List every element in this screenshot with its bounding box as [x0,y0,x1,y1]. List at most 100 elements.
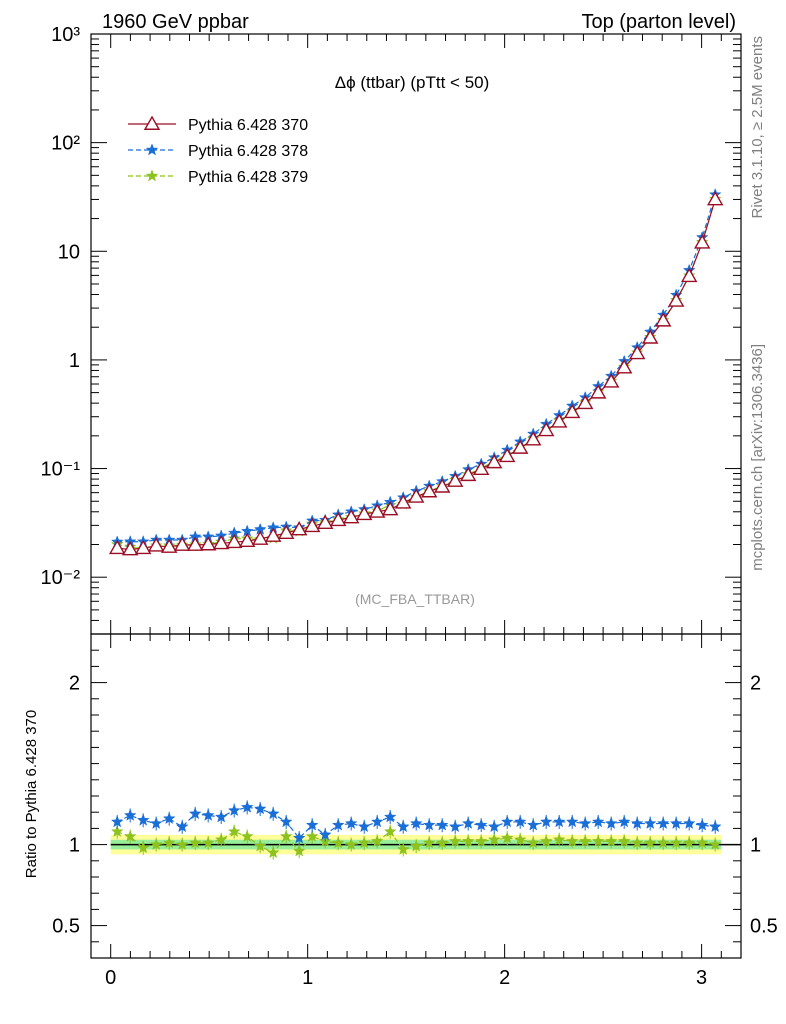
series-2-ratio-point [565,834,579,847]
series-2-ratio-point [656,836,670,849]
series-0-point [433,478,451,493]
series-0-point [407,488,425,503]
series-1-ratio-point [201,808,215,821]
series-2-ratio-point [162,836,176,849]
series-1-ratio-point [292,831,306,844]
y-tick-label: 10² [51,133,80,155]
y-tick-label: 10 [58,241,80,263]
series-0-point [368,503,386,518]
series-2-ratio-point [695,836,709,849]
series-2-ratio-point [461,834,475,847]
series-2-ratio-point [240,829,254,842]
series-1-ratio-point [500,815,514,828]
series-1-ratio-point [331,818,345,831]
series-1-ratio-point [682,816,696,829]
series-0-point [394,494,412,509]
series-0-point [693,234,711,249]
series-0-point [459,466,477,482]
series-0-point [641,329,659,344]
series-2-ratio-point [578,834,592,847]
series-2-ratio-point [188,836,202,849]
ratio-plot: 0 1 2 3 0.5 0.5 1 1 2 2 [52,633,778,989]
series-1-ratio-point [370,815,384,828]
series-0-point [199,536,217,551]
series-2-ratio-point [331,836,345,849]
series-1-ratio-point [149,816,163,829]
series-2-ratio-point [110,824,124,838]
y-tick-label: 10⁻¹ [41,459,81,481]
series-1-ratio-point [565,815,579,828]
series-1-ratio-point [435,818,449,831]
series-0-point [186,536,204,551]
series-0-point [329,511,347,527]
series-2-ratio-point [305,829,319,842]
series-1-ratio-point [188,807,202,820]
series-1-ratio-point [708,820,722,833]
series-2-ratio-point [604,834,618,847]
x-tick-label: 1 [302,967,313,989]
legend-marker-0 [143,115,161,130]
series-1-ratio-point [669,816,683,829]
legend-label-0: Pythia 6.428 370 [188,117,308,134]
series-2-ratio-point [123,829,137,842]
series-0-point [264,527,282,542]
series-1-ratio-point [526,818,540,831]
series-0-point [537,421,555,437]
series-2-ratio-point [682,836,696,849]
series-2-ratio-point [552,832,566,846]
series-0-point [576,394,594,410]
series-2-ratio-point [435,836,449,849]
series-2-ratio-point [617,834,631,847]
y-tick-label: 10⁻² [41,567,81,589]
series-1-ratio-point [656,816,670,829]
series-1-ratio-point [305,818,319,831]
series-0-point [147,537,165,552]
series-0-point [173,536,191,551]
series-2-ratio-point [396,842,410,855]
series-1-ratio-point [110,815,124,828]
series-2-ratio-point [409,839,423,852]
series-0-point [160,538,178,553]
series-1-ratio-point [461,816,475,829]
series-0-point [251,530,269,545]
series-0-point [225,533,243,549]
chart-title: Δϕ (ttbar) (pTtt < 50) [335,73,490,92]
series-1-ratio-point [591,815,605,828]
series-0-point [290,521,308,536]
series-0-point [316,514,334,530]
series-2-ratio-point [214,832,228,846]
ratio-y-tick-label: 0.5 [52,916,80,938]
x-tick-label: 2 [499,967,510,989]
series-0-point [550,413,568,428]
series-2-ratio-point [591,834,605,847]
series-0-point [563,403,581,419]
series-0-point [628,344,646,360]
series-1-ratio-point [253,802,267,815]
series-1-ratio-point [279,815,293,828]
series-0-point [108,539,126,555]
legend-label-2: Pythia 6.428 379 [188,169,308,186]
series-1-ratio-point [214,810,228,823]
series-1-ratio-point [344,816,358,829]
series-1-ratio-point [487,820,501,833]
series-1-ratio-point [539,815,553,828]
series-1-ratio-point [578,816,592,829]
series-0-point [420,483,438,498]
x-tick-label: 0 [105,967,116,989]
series-0-point [446,472,464,487]
series-1-ratio-point [448,820,462,833]
series-1-ratio-point [630,816,644,829]
series-2-ratio-point [630,836,644,849]
series-0-point [355,505,373,521]
series-0-point [654,312,672,327]
series-0-point [134,539,152,555]
series-1-ratio-point [318,828,332,841]
series-2-ratio-point [500,831,514,844]
legend-label-1: Pythia 6.428 378 [188,143,308,160]
series-0-point [381,501,399,516]
y-tick-label: 10³ [51,24,80,46]
series-2-ratio-point [474,834,488,847]
ratio-ylabel: Ratio to Pythia 6.428 370 [23,710,40,878]
series-0-point [615,359,633,374]
series-2-ratio-point [253,839,267,852]
